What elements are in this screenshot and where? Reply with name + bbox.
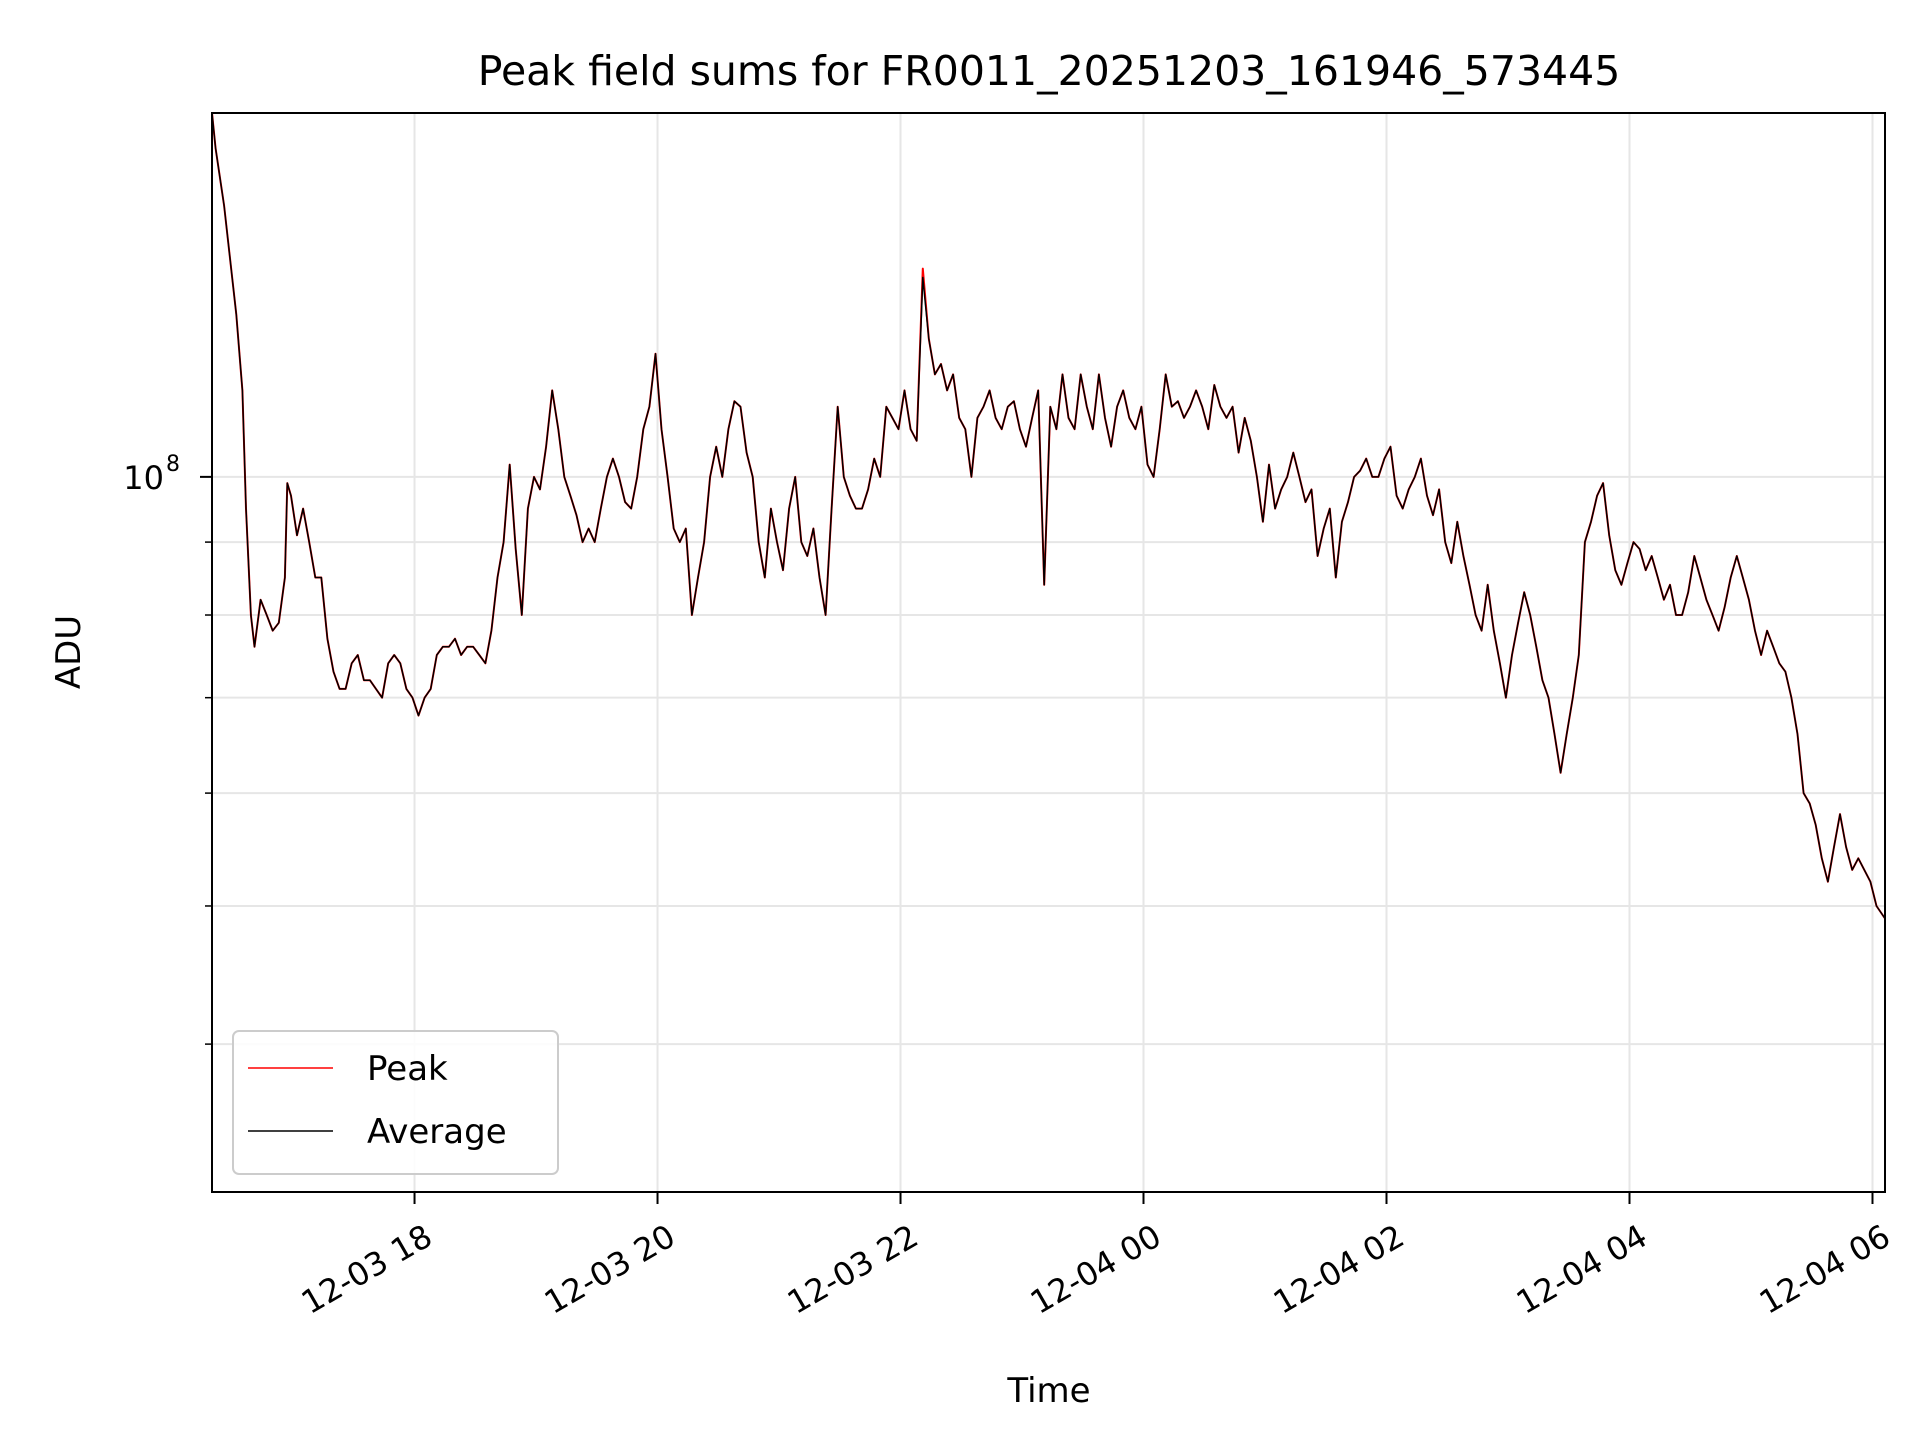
legend-label-average: Average — [367, 1112, 507, 1152]
x-axis-label: Time — [1006, 1371, 1090, 1411]
chart-title: Peak field sums for FR0011_20251203_1619… — [478, 47, 1621, 95]
series-line-average — [211, 112, 1886, 919]
y-tick-label-exponent: 8 — [166, 452, 180, 477]
y-axis: 10 8 — [123, 452, 212, 1045]
series-layer — [211, 112, 1886, 920]
legend: Peak Average — [232, 1030, 559, 1175]
y-tick-label: 10 — [123, 459, 164, 497]
y-axis-label: ADU — [49, 615, 89, 689]
legend-frame — [232, 1030, 559, 1175]
plot-frame — [211, 112, 1886, 1193]
legend-label-peak: Peak — [367, 1049, 448, 1089]
